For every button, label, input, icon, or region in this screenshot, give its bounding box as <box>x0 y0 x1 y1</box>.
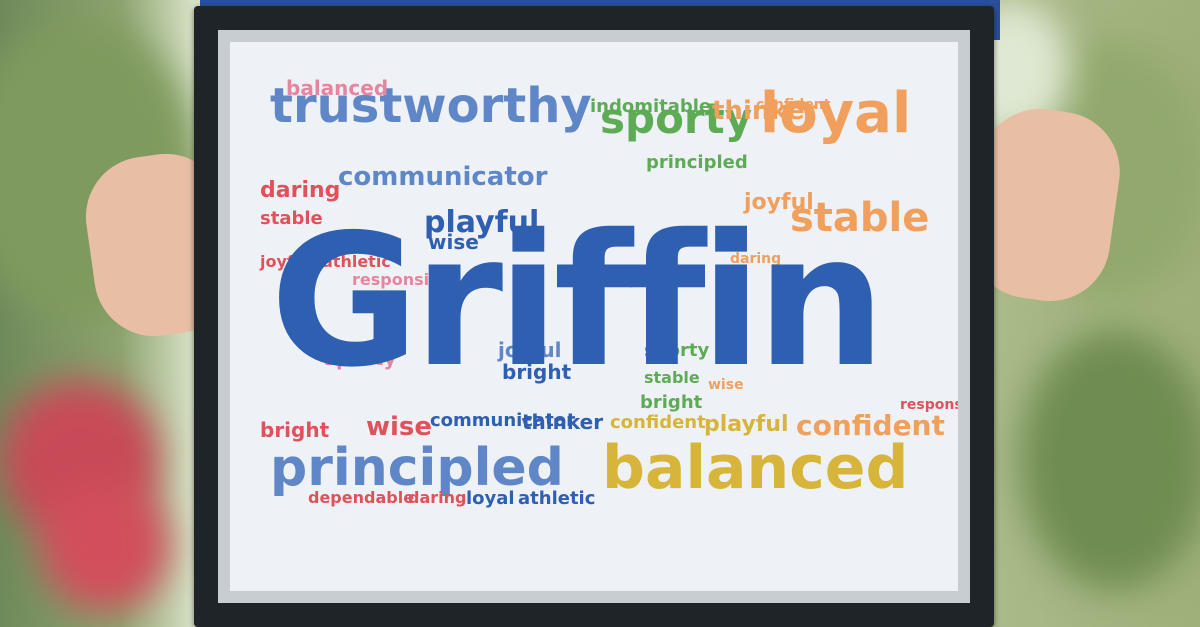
cloud-word: trustworthy <box>270 78 592 134</box>
cloud-word: daring <box>408 488 467 507</box>
cloud-word: bright <box>260 418 330 442</box>
cloud-word: confident <box>610 412 706 433</box>
cloud-word: daring <box>730 251 782 267</box>
cloud-word: playful <box>704 412 789 437</box>
cloud-word: joyful <box>498 338 562 362</box>
cloud-word: sporty <box>324 346 397 370</box>
cloud-word: bright <box>502 360 572 384</box>
cloud-word: sporty <box>644 340 710 361</box>
frame-bevel: trustworthy sporty loyal communicator playfu… <box>218 30 970 603</box>
cloud-word: loyal <box>760 81 912 146</box>
cloud-word: responsible <box>352 270 457 289</box>
cloud-word: principled <box>270 438 564 498</box>
word-cloud-print: trustworthy sporty loyal communicator playfu… <box>230 42 958 591</box>
cloud-word: sporty <box>600 94 753 143</box>
cloud-word: communicator <box>430 410 576 431</box>
cloud-word: daring <box>260 178 341 203</box>
cloud-word: bright <box>640 392 703 413</box>
cloud-word: athletic <box>322 252 391 271</box>
cloud-word: wise <box>428 230 479 254</box>
word-cloud: trustworthy sporty loyal communicator playfu… <box>230 42 958 591</box>
cloud-word: loyal <box>466 488 515 509</box>
cloud-word: indomitable <box>590 96 712 117</box>
cloud-word: thinker <box>522 410 604 434</box>
cloud-word: balanced <box>286 76 389 100</box>
cloud-word: confident <box>796 409 945 442</box>
cloud-word: balanced <box>602 433 909 503</box>
cloud-word: playful <box>424 205 540 240</box>
cloud-word: principled <box>646 152 748 173</box>
cloud-word: athletic <box>518 488 596 509</box>
cloud-word: wise <box>366 412 433 442</box>
cloud-word: dependable <box>308 488 415 507</box>
cloud-word: communicator <box>338 162 548 192</box>
cloud-word: joyful <box>260 252 311 271</box>
cloud-word: stable <box>260 208 323 229</box>
cloud-word: thinker <box>712 96 818 126</box>
picture-frame: trustworthy sporty loyal communicator playfu… <box>194 6 994 627</box>
cloud-word: confident <box>756 97 831 113</box>
cloud-word: loyal <box>644 268 693 289</box>
cloud-word: joyful <box>744 190 814 215</box>
center-name: Griffin <box>270 195 886 407</box>
cloud-word: responsible <box>900 397 958 413</box>
cloud-word: stable <box>790 195 930 241</box>
cloud-word: wise <box>708 377 744 393</box>
cloud-word: stable <box>644 368 700 387</box>
